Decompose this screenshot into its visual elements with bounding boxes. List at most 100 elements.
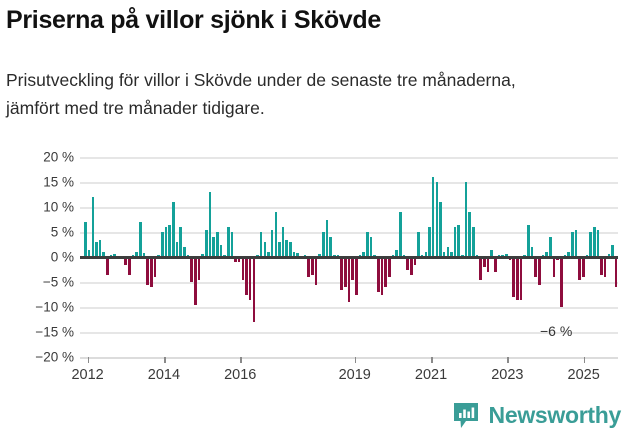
- bar: [135, 252, 139, 257]
- bar: [355, 257, 358, 295]
- bar: [157, 254, 160, 257]
- bar: [527, 224, 530, 257]
- bar: [479, 257, 483, 280]
- bar: [567, 252, 570, 257]
- bar: [523, 254, 526, 257]
- bar: [351, 257, 354, 280]
- bar: [347, 257, 351, 302]
- bar: [596, 229, 600, 257]
- bar: [281, 227, 285, 257]
- bar: [87, 249, 91, 257]
- gridline: [80, 157, 618, 159]
- chart-subtitle: Prisutveckling för villor i Skövde under…: [6, 70, 516, 118]
- x-axis-tick-label: 2025: [567, 367, 600, 383]
- bar: [387, 257, 391, 277]
- bar: [259, 232, 263, 257]
- bar: [431, 177, 435, 257]
- x-axis-tick: [583, 357, 586, 363]
- bar: [270, 229, 274, 257]
- bar: [142, 253, 146, 257]
- bar: [406, 257, 409, 270]
- x-axis-tick-label: 2019: [338, 367, 371, 383]
- x-axis-tick: [431, 357, 433, 363]
- y-axis-tick-label: 0 %: [50, 249, 74, 265]
- bar: [475, 254, 479, 257]
- bar: [417, 232, 420, 257]
- bar: [248, 257, 252, 300]
- bar: [457, 224, 461, 257]
- y-axis-tick-label: −15 %: [35, 324, 74, 340]
- bar: [538, 257, 541, 285]
- y-axis-tick-label: 5 %: [50, 224, 74, 240]
- bar: [340, 257, 343, 290]
- bar: [534, 257, 537, 277]
- bar: [212, 237, 215, 257]
- gridline: [80, 307, 618, 309]
- bar: [223, 254, 226, 257]
- bar: [263, 242, 267, 257]
- y-axis-tick-label: −20 %: [35, 349, 74, 365]
- bar: [428, 227, 431, 257]
- bar: [552, 257, 556, 277]
- bar: [563, 254, 567, 257]
- bar: [600, 257, 603, 275]
- bar: [365, 232, 369, 257]
- x-axis-tick-label: 2016: [224, 367, 257, 383]
- bar: [252, 257, 256, 322]
- x-axis-tick-label: 2012: [71, 367, 104, 383]
- bar: [201, 254, 204, 257]
- bar-series: [80, 145, 618, 357]
- x-axis-tick-label: 2021: [414, 367, 448, 383]
- x-axis-tick: [354, 357, 357, 363]
- bar: [183, 247, 186, 257]
- bar: [84, 222, 87, 257]
- y-axis-labels: 20 % 15 % 10 % 5 % 0 % −5 % −10 % −15 % −20 %: [0, 145, 74, 365]
- bar: [150, 257, 153, 287]
- bar: [204, 229, 208, 257]
- bar: [376, 257, 380, 292]
- x-axis-line: [80, 357, 618, 359]
- bar: [307, 257, 311, 277]
- bar: [139, 222, 142, 257]
- bar: [391, 254, 395, 257]
- bar: [329, 237, 332, 257]
- bar: [395, 249, 398, 257]
- bar: [358, 254, 362, 257]
- bar: [570, 232, 574, 257]
- bar: [483, 257, 486, 267]
- y-axis-tick-label: −5 %: [42, 274, 74, 290]
- y-axis-tick-label: 10 %: [43, 199, 74, 215]
- bar-chart-speech-bubble-icon: [452, 401, 480, 429]
- bar: [409, 257, 413, 275]
- bar: [230, 232, 234, 257]
- bar: [574, 229, 578, 257]
- bar: [241, 257, 245, 280]
- gridline: [80, 207, 618, 209]
- bar: [208, 192, 212, 257]
- gridline: [80, 332, 618, 334]
- bar: [344, 257, 347, 287]
- bar: [95, 242, 98, 257]
- bar: [285, 239, 289, 257]
- bar: [369, 237, 373, 257]
- bar: [278, 242, 281, 257]
- bar: [161, 232, 164, 257]
- bar: [179, 227, 182, 257]
- bar: [439, 202, 442, 257]
- bar: [592, 227, 596, 257]
- bar: [516, 257, 519, 300]
- bar: [490, 249, 494, 257]
- bar: [380, 257, 384, 295]
- bar: [512, 257, 515, 297]
- bar: [614, 257, 618, 287]
- bar: [603, 257, 607, 277]
- y-axis-tick-label: −10 %: [35, 299, 74, 315]
- bar: [435, 182, 439, 257]
- bar: [450, 252, 453, 257]
- y-axis-tick-label: 15 %: [43, 174, 74, 190]
- value-annotation: −6 %: [540, 323, 573, 339]
- bar: [102, 252, 106, 257]
- bar: [494, 257, 497, 272]
- bar: [318, 254, 321, 257]
